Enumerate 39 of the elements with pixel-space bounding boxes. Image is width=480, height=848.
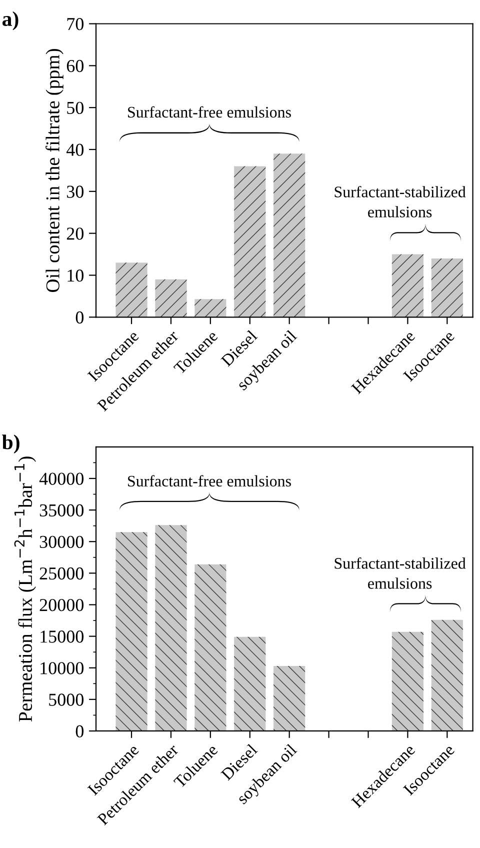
- y-tick-label: 20: [66, 228, 84, 240]
- y-tick-label: 5000: [49, 694, 84, 706]
- bar: [392, 254, 424, 318]
- annotation: Surfactant-free emulsions: [128, 475, 291, 487]
- annotation: Surfactant-free emulsions: [128, 106, 291, 118]
- y-tick-label: 50: [67, 102, 84, 114]
- bar: [234, 166, 266, 318]
- y-tick-label: 60: [66, 60, 84, 72]
- bar: [194, 564, 226, 731]
- y-tick-label: 35000: [40, 504, 84, 516]
- annotation: Surfactant-stabilized emulsions: [334, 557, 466, 589]
- bar: [194, 299, 226, 318]
- y-tick-label: 70: [67, 18, 84, 30]
- y-tick-label: 30000: [40, 536, 84, 548]
- y-tick-label: 0: [76, 725, 84, 738]
- y-tick-label: 25000: [40, 567, 84, 580]
- bar: [431, 258, 463, 318]
- y-tick-label: 10000: [40, 662, 84, 674]
- bar: [116, 262, 148, 318]
- y-tick-label: 40000: [39, 472, 84, 485]
- bar: [234, 636, 266, 731]
- bar: [155, 279, 187, 318]
- bar: [274, 666, 306, 731]
- bar: [116, 532, 148, 731]
- bar: [392, 632, 424, 731]
- y-tick-label: 40: [66, 144, 84, 156]
- y-tick-label: 15000: [40, 630, 84, 643]
- y-tick-label: 30: [67, 186, 84, 198]
- annotation: Surfactant-stabilized emulsions: [334, 186, 466, 218]
- y-axis-title: Permeation flux (Lm$^{−2}$h$^{−1}$bar$^{−1}$): [14, 456, 36, 722]
- y-tick-label: 10: [68, 269, 84, 282]
- chart-title: b): [2, 434, 20, 454]
- bar: [431, 620, 463, 731]
- bar: [274, 154, 306, 318]
- y-tick-label: 20000: [40, 598, 84, 612]
- chart-title: a): [2, 11, 18, 30]
- bar: [155, 525, 187, 731]
- y-tick-label: 0: [76, 311, 84, 324]
- y-axis-title: Oil content in the filtrate (ppm): [46, 49, 64, 292]
